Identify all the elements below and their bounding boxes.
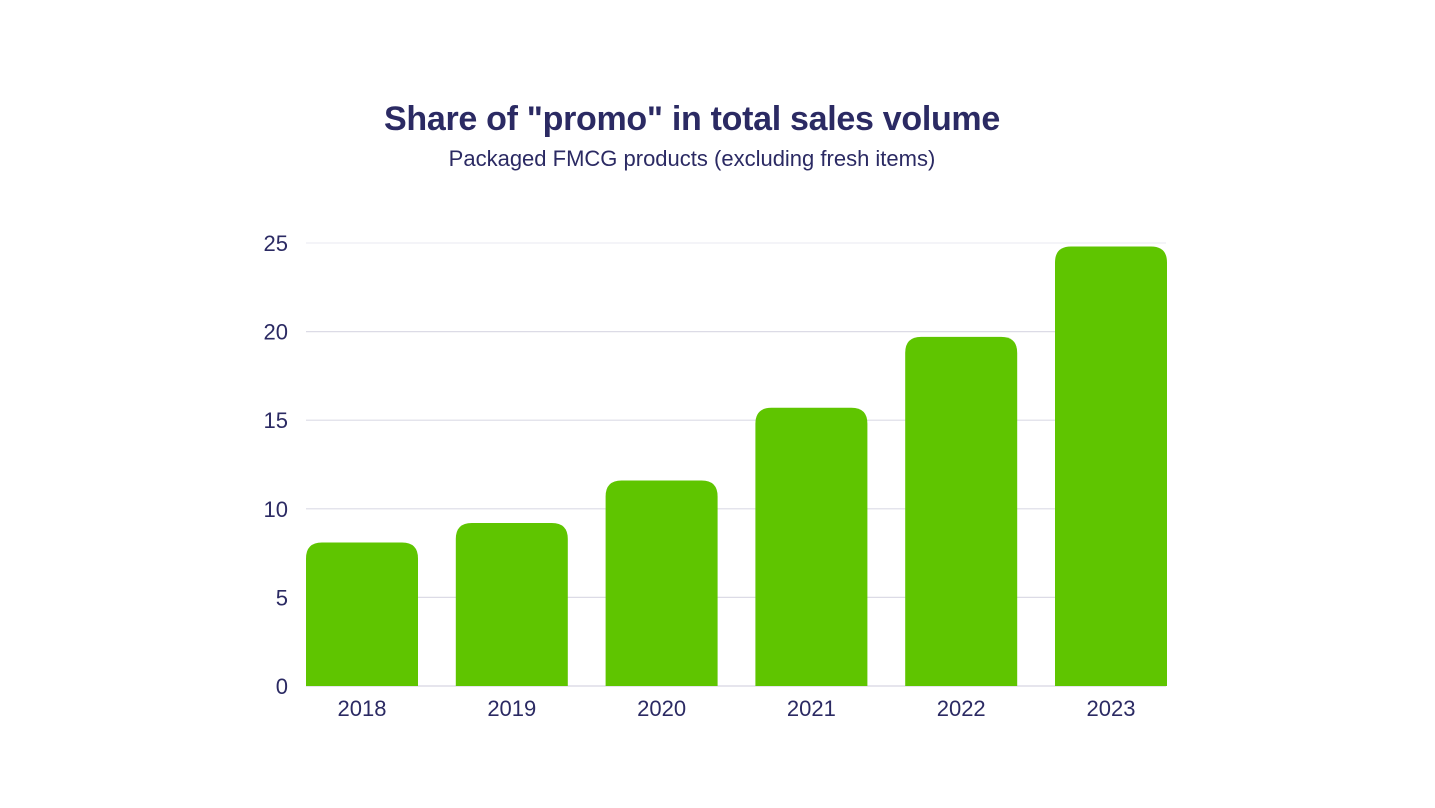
x-tick-label: 2023	[1087, 696, 1136, 721]
y-tick-label: 5	[276, 585, 288, 610]
y-tick-label: 20	[264, 320, 288, 345]
bar-2022	[905, 336, 1018, 686]
y-tick-label: 15	[264, 408, 288, 433]
x-tick-label: 2018	[338, 696, 387, 721]
y-tick-label: 10	[264, 497, 288, 522]
x-tick-label: 2019	[487, 696, 536, 721]
gridlines	[306, 242, 1166, 687]
x-axis-ticks: 2018 2019 2020 2021 2022 2023	[338, 696, 1136, 721]
bar-2020	[605, 480, 718, 686]
bar-2018	[306, 542, 418, 686]
bar-2021	[755, 407, 868, 686]
y-tick-label: 25	[264, 231, 288, 256]
x-tick-label: 2021	[787, 696, 836, 721]
chart-title: Share of "promo" in total sales volume	[384, 100, 1000, 138]
chart-subtitle: Packaged FMCG products (excluding fresh …	[448, 146, 936, 171]
y-tick-label: 0	[276, 674, 288, 699]
bars	[306, 246, 1167, 686]
y-axis-ticks: 0 5 10 15 20 25	[264, 231, 288, 699]
x-tick-label: 2020	[637, 696, 686, 721]
bar-2019	[455, 522, 568, 686]
bar-2023	[1055, 246, 1167, 686]
x-tick-label: 2022	[937, 696, 986, 721]
